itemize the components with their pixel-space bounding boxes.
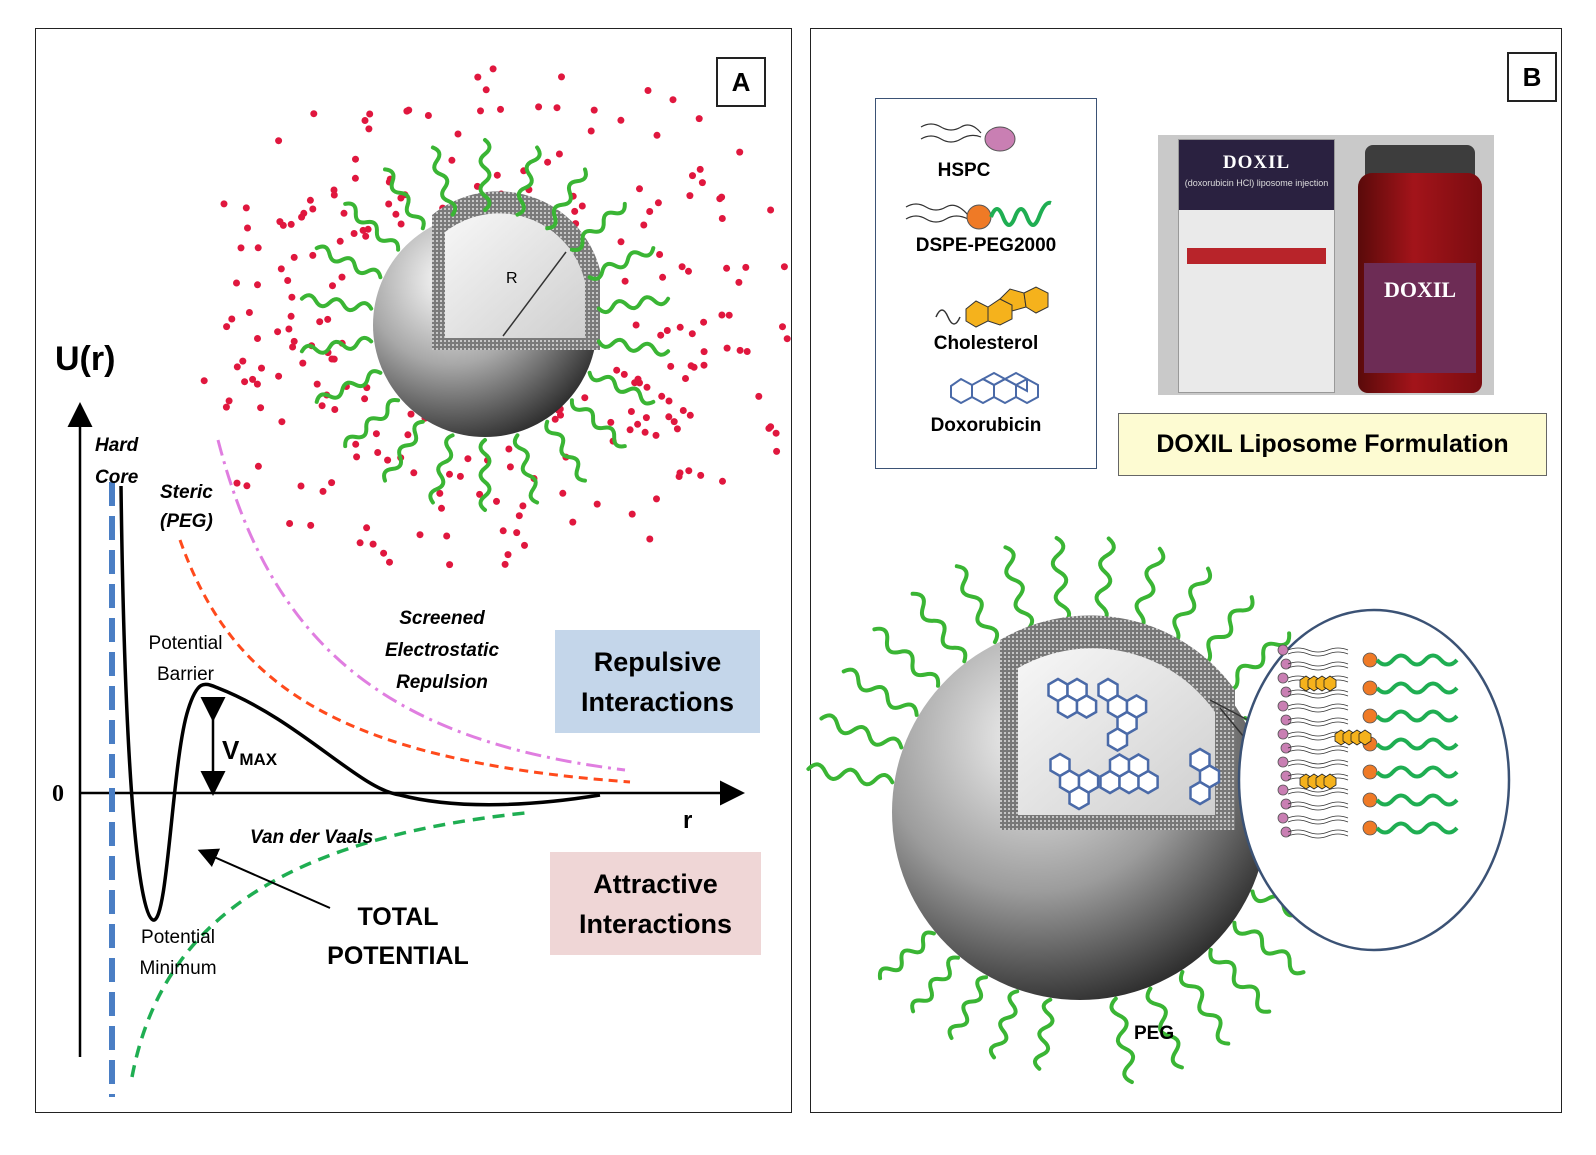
- repulsive-line2: Interactions: [580, 686, 735, 717]
- doxil-product-photo: DOXIL (doxorubicin HCl) liposome injecti…: [1158, 135, 1494, 395]
- vmax-sub: MAX: [239, 750, 278, 770]
- y-axis-label: U(r): [55, 340, 116, 378]
- electrostatic-label-line2: Electrostatic: [384, 640, 500, 661]
- cholesterol-icon: [935, 286, 1049, 328]
- peg-chains-a: [299, 138, 671, 512]
- panel-b-label: B: [1507, 52, 1557, 102]
- hard-core-label-line2: Core: [95, 467, 139, 488]
- vial-title: DOXIL: [1383, 277, 1457, 302]
- legend-cholesterol: Cholesterol: [933, 333, 1039, 354]
- zero-label: 0: [52, 781, 64, 807]
- total-potential-curve: [119, 485, 601, 922]
- legend-hspc: HSPC: [937, 160, 991, 181]
- doxorubicin-icon: [950, 371, 1039, 405]
- electrostatic-label-line3: Repulsion: [396, 672, 488, 693]
- hard-core-label-line1: Hard: [95, 435, 139, 456]
- legend-doxorubicin: Doxorubicin: [930, 415, 1042, 436]
- electrostatic-label-line1: Screened: [399, 608, 485, 629]
- panel-a-label: A: [716, 57, 766, 107]
- vdw-curve: [130, 811, 526, 1078]
- minimum-label-line1: Potential: [141, 927, 215, 948]
- attractive-interactions-box: Attractive Interactions: [550, 852, 761, 955]
- legend-icons: [905, 123, 1052, 405]
- x-axis-label: r: [683, 807, 693, 834]
- radius-label: R: [506, 270, 518, 287]
- vmax-label: VMAX: [222, 735, 277, 770]
- steric-label-line2: (PEG): [160, 511, 213, 532]
- electrostatic-curve: [216, 439, 626, 772]
- carton-subtitle: (doxorubicin HCl) liposome injection: [1184, 178, 1329, 188]
- liposome-a: R: [373, 191, 600, 437]
- carton-title: DOXIL: [1222, 152, 1291, 173]
- steric-curve: [178, 539, 631, 784]
- attractive-line1: Attractive: [593, 868, 718, 899]
- electrostatic-label: Screened Electrostatic Repulsion: [382, 603, 502, 699]
- component-legend: HSPC DSPE-PEG2000 Cholesterol Doxorubici…: [875, 98, 1097, 469]
- barrier-label: Potential Barrier: [138, 628, 233, 690]
- minimum-label-line2: Minimum: [139, 958, 217, 979]
- minimum-label: Potential Minimum: [132, 922, 224, 984]
- barrier-label-line1: Potential: [148, 633, 223, 654]
- repulsive-line1: Repulsive: [593, 646, 722, 677]
- dspe-peg-icon: [905, 200, 1052, 230]
- legend-dspe-peg: DSPE-PEG2000: [915, 235, 1057, 256]
- formulation-title-box: DOXIL Liposome Formulation: [1118, 413, 1547, 476]
- vdw-label: Van der Vaals: [250, 827, 374, 848]
- peg-label: PEG: [1134, 1023, 1175, 1044]
- hard-core-label: Hard Core: [95, 430, 138, 494]
- total-potential-pointer: [197, 848, 331, 909]
- steric-label: Steric (PEG): [160, 478, 213, 536]
- total-potential-label: TOTAL POTENTIAL: [318, 898, 478, 976]
- repulsive-interactions-box: Repulsive Interactions: [555, 630, 760, 733]
- total-label-line2: POTENTIAL: [327, 942, 469, 970]
- attractive-line2: Interactions: [578, 908, 733, 939]
- product-carton: DOXIL (doxorubicin HCl) liposome injecti…: [1178, 139, 1335, 393]
- vmax-main: V: [222, 735, 240, 765]
- steric-label-line1: Steric: [160, 482, 213, 503]
- hspc-icon: [920, 123, 1016, 152]
- barrier-label-line2: Barrier: [156, 664, 214, 685]
- total-label-line1: TOTAL: [357, 903, 439, 931]
